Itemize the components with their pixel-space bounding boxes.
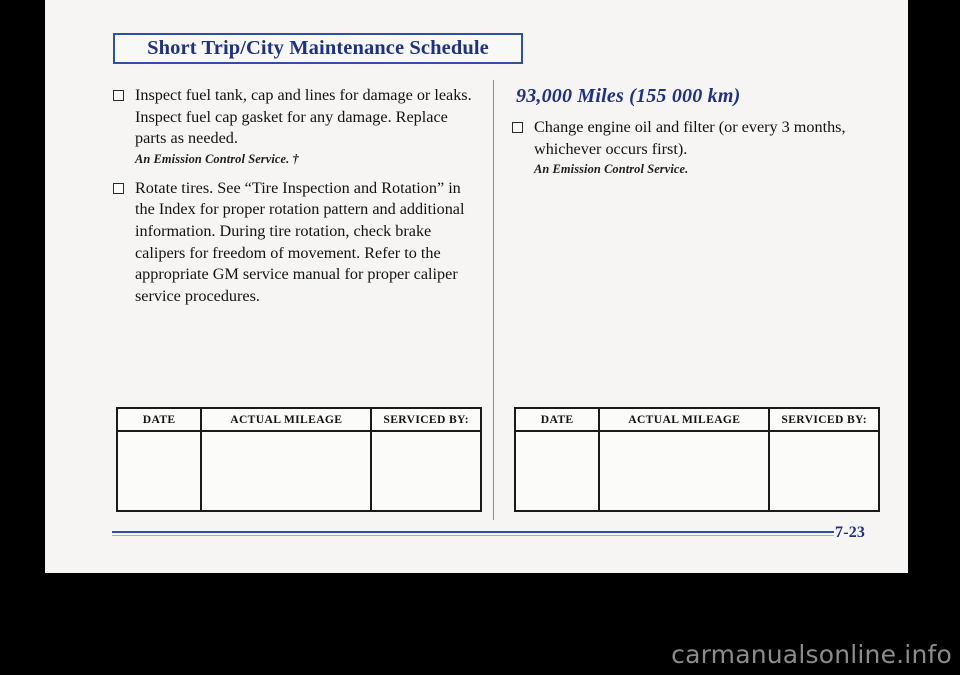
checklist-item-text: Rotate tires. See “Tire Inspection and R… xyxy=(135,178,465,305)
page-title: Short Trip/City Maintenance Schedule xyxy=(147,36,489,59)
footer-rule-thin xyxy=(112,535,834,536)
checklist-item[interactable]: Rotate tires. See “Tire Inspection and R… xyxy=(111,178,483,308)
checkbox-icon[interactable] xyxy=(113,90,124,101)
table-row xyxy=(516,431,878,510)
page-title-box: Short Trip/City Maintenance Schedule xyxy=(113,33,523,64)
site-watermark: carmanualsonline.info xyxy=(671,640,952,669)
table-header-row: DATE ACTUAL MILEAGE SERVICED BY: xyxy=(516,409,878,432)
service-record-table-right: DATE ACTUAL MILEAGE SERVICED BY: xyxy=(514,407,880,512)
column-header-serviced: SERVICED BY: xyxy=(769,409,878,432)
column-header-mileage: ACTUAL MILEAGE xyxy=(599,409,771,432)
checklist-item[interactable]: Change engine oil and filter (or every 3… xyxy=(510,117,890,177)
checkbox-icon[interactable] xyxy=(512,122,523,133)
checkbox-icon[interactable] xyxy=(113,182,124,194)
checklist-item-text: Inspect fuel tank, cap and lines for dam… xyxy=(135,86,472,148)
cell-mileage[interactable] xyxy=(201,431,373,510)
table-header-row: DATE ACTUAL MILEAGE SERVICED BY: xyxy=(118,409,480,432)
emission-control-note: An Emission Control Service. xyxy=(534,162,689,177)
column-header-date: DATE xyxy=(516,409,601,432)
footer-rule xyxy=(112,531,834,537)
right-column: 93,000 Miles (155 000 km) Change engine … xyxy=(510,85,890,188)
column-header-mileage: ACTUAL MILEAGE xyxy=(201,409,373,432)
cell-serviced[interactable] xyxy=(371,431,480,510)
cell-date[interactable] xyxy=(118,431,203,510)
page-number: 7-23 xyxy=(835,524,866,541)
cell-serviced[interactable] xyxy=(769,431,878,510)
table-row xyxy=(118,431,480,510)
cell-mileage[interactable] xyxy=(599,431,771,510)
column-header-date: DATE xyxy=(118,409,203,432)
checklist-item[interactable]: Inspect fuel tank, cap and lines for dam… xyxy=(111,85,483,167)
checklist-item-text: Change engine oil and filter (or every 3… xyxy=(534,118,846,158)
service-record-table-left: DATE ACTUAL MILEAGE SERVICED BY: xyxy=(116,407,482,512)
cell-date[interactable] xyxy=(516,431,601,510)
manual-page-sheet: Short Trip/City Maintenance Schedule Ins… xyxy=(45,0,908,573)
column-divider xyxy=(493,80,494,520)
mileage-interval-heading: 93,000 Miles (155 000 km) xyxy=(516,85,741,107)
column-header-serviced: SERVICED BY: xyxy=(371,409,480,432)
footer-rule-thick xyxy=(112,531,834,533)
emission-control-note: An Emission Control Service. † xyxy=(135,151,299,166)
left-column: Inspect fuel tank, cap and lines for dam… xyxy=(111,85,483,318)
